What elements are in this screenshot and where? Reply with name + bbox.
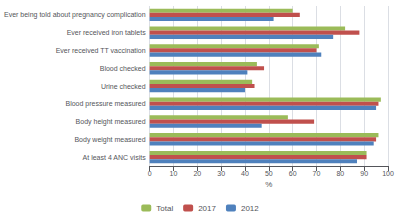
svg-text:100: 100 — [382, 170, 394, 177]
svg-text:50: 50 — [265, 170, 273, 177]
svg-text:At least 4 ANC visits: At least 4 ANC visits — [83, 154, 147, 161]
svg-text:Ever received iron tablets: Ever received iron tablets — [67, 29, 146, 36]
svg-text:70: 70 — [313, 170, 321, 177]
svg-text:60: 60 — [289, 170, 297, 177]
svg-text:0: 0 — [148, 170, 152, 177]
svg-text:Ever being told about pregnanc: Ever being told about pregnancy complica… — [4, 11, 146, 19]
svg-text:Blood checked: Blood checked — [100, 65, 146, 72]
svg-text:Total: Total — [156, 204, 173, 213]
svg-text:80: 80 — [336, 170, 344, 177]
svg-text:Body weight measured: Body weight measured — [74, 136, 145, 144]
svg-text:2012: 2012 — [241, 204, 259, 213]
svg-text:Urine checked: Urine checked — [101, 83, 146, 90]
svg-text:2017: 2017 — [198, 204, 216, 213]
svg-text:%: % — [265, 180, 272, 189]
svg-text:40: 40 — [241, 170, 249, 177]
svg-text:90: 90 — [360, 170, 368, 177]
svg-text:Blood pressure measured: Blood pressure measured — [65, 100, 145, 108]
svg-text:Body height measured: Body height measured — [76, 118, 146, 126]
svg-text:30: 30 — [217, 170, 225, 177]
svg-text:10: 10 — [170, 170, 178, 177]
svg-text:20: 20 — [193, 170, 201, 177]
svg-text:Ever received TT vaccination: Ever received TT vaccination — [56, 47, 146, 54]
